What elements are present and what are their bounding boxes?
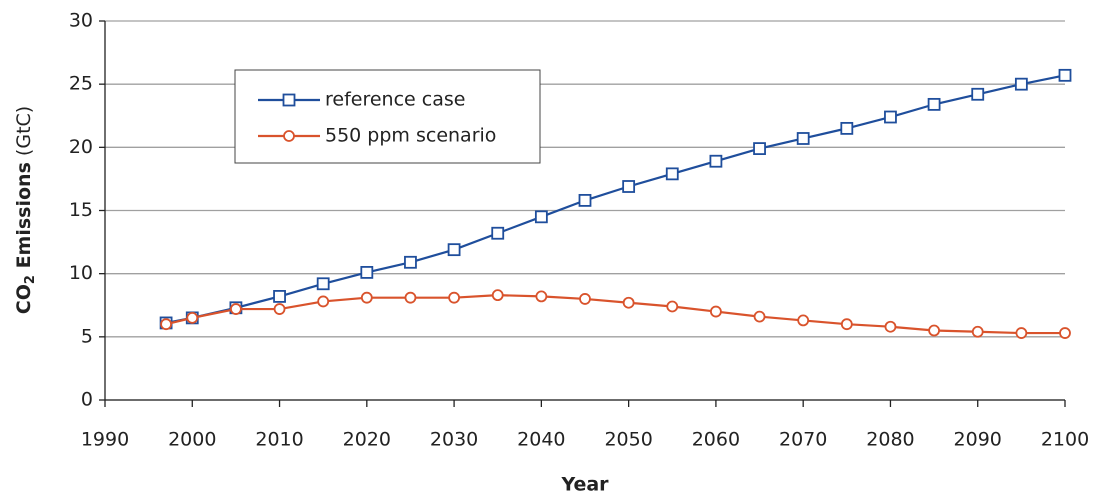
marker [710,305,722,318]
marker [579,293,591,305]
y-tick-label: 20 [69,136,93,158]
y-tick-label: 5 [81,325,93,347]
marker [971,87,985,101]
marker [622,296,635,309]
x-tick-label: 2010 [255,429,303,451]
x-tick-label: 2080 [866,429,914,451]
marker [491,289,504,302]
x-tick-label: 2090 [954,429,1002,451]
legend-box [234,69,541,164]
y-tick-label: 0 [81,389,93,411]
marker [447,243,461,257]
marker [840,121,854,135]
marker [666,300,679,313]
marker [578,193,592,207]
marker [230,303,242,315]
marker [928,324,940,337]
marker [534,210,548,224]
y-axis-title: CO2 Emissions (GtC) [13,106,38,314]
marker [283,130,295,142]
marker [665,167,679,181]
marker [491,226,505,240]
x-axis-title: Year [560,474,609,496]
marker [404,291,417,304]
marker [360,291,373,304]
x-tick-label: 2000 [168,429,216,451]
marker [273,290,286,303]
y-tick-label: 15 [69,199,93,221]
marker [622,180,636,193]
x-tick-label: 2050 [604,429,652,451]
marker [1059,327,1071,339]
y-title-sub: 2 [23,275,38,284]
x-tick-label: 2100 [1041,429,1089,451]
x-tick-label: 2070 [779,429,827,451]
marker [1014,77,1028,91]
marker [160,318,172,331]
legend-label: 550 ppm scenario [325,125,496,147]
marker [282,93,296,107]
legend-label: reference case [325,89,465,111]
marker [186,311,199,324]
marker [797,314,810,327]
x-tick-label: 2030 [430,429,478,451]
marker [1015,327,1028,339]
marker [273,303,286,315]
x-tick-label: 2040 [517,429,565,451]
marker [884,110,897,124]
y-title-main: CO [13,284,35,314]
marker [316,277,330,291]
marker [971,325,984,338]
marker [753,310,766,323]
series-line [165,74,1066,325]
x-tick-label: 2020 [343,429,391,451]
marker [927,97,941,111]
series-line [165,294,1065,335]
marker [448,291,460,304]
y-title-unit: (GtC) [13,106,35,162]
y-tick-label: 25 [69,73,93,95]
marker [535,290,548,303]
marker [709,154,723,168]
marker [840,318,853,331]
marker [796,132,810,145]
marker [753,142,766,155]
marker [1058,68,1072,82]
x-tick-label: 1990 [81,429,129,451]
marker [360,266,374,279]
marker [884,320,897,333]
marker [404,255,417,269]
y-tick-label: 10 [69,262,93,284]
marker [317,295,330,308]
y-tick-label: 30 [69,10,93,32]
x-tick-label: 2060 [692,429,740,451]
y-title-rest: Emissions [13,162,35,275]
